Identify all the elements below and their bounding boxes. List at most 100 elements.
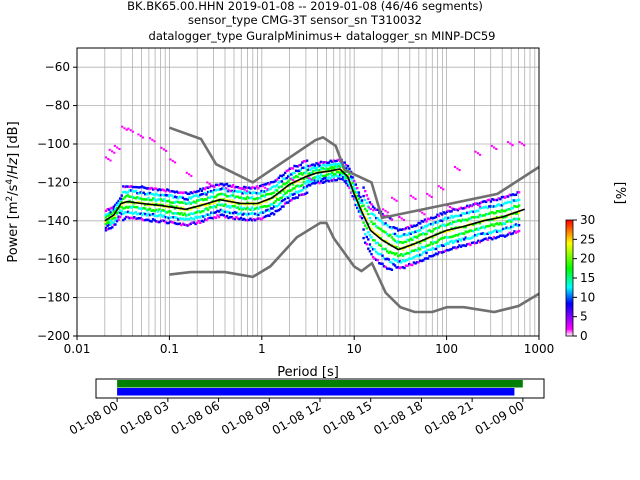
density-cell bbox=[246, 191, 249, 195]
density-cell bbox=[123, 211, 127, 214]
density-cell bbox=[133, 205, 136, 209]
density-cell bbox=[503, 222, 507, 226]
density-cell bbox=[156, 220, 160, 224]
density-cell bbox=[491, 230, 494, 234]
density-cell bbox=[244, 218, 247, 222]
density-cell bbox=[258, 197, 262, 200]
density-cell bbox=[488, 236, 491, 239]
density-cell bbox=[379, 244, 383, 247]
density-cell bbox=[397, 254, 400, 258]
density-cell bbox=[221, 183, 224, 186]
density-cell bbox=[261, 205, 265, 208]
density-cell bbox=[470, 210, 474, 213]
density-cell bbox=[111, 226, 114, 229]
density-cell bbox=[329, 159, 332, 162]
density-cell bbox=[192, 194, 196, 198]
density-cell bbox=[389, 260, 392, 264]
density-cell bbox=[159, 210, 163, 213]
density-cell bbox=[334, 179, 337, 182]
density-cell bbox=[181, 222, 185, 225]
density-outlier bbox=[289, 177, 292, 180]
density-outlier bbox=[188, 173, 191, 176]
density-cell bbox=[133, 185, 136, 189]
density-cell bbox=[224, 203, 227, 206]
density-cell bbox=[241, 213, 244, 216]
density-cell bbox=[477, 228, 480, 231]
density-cell bbox=[155, 199, 158, 202]
density-cell bbox=[285, 169, 288, 173]
density-cell bbox=[484, 225, 488, 228]
density-cell bbox=[450, 235, 453, 239]
density-cell bbox=[150, 199, 153, 202]
density-cell bbox=[221, 203, 224, 206]
density-cell bbox=[153, 214, 156, 217]
density-cell bbox=[404, 259, 408, 262]
density-cell bbox=[175, 200, 178, 203]
density-cell bbox=[514, 193, 518, 196]
density-cell bbox=[447, 236, 450, 239]
density-cell bbox=[483, 206, 486, 209]
density-cell bbox=[252, 191, 255, 194]
density-cell bbox=[173, 195, 177, 198]
density-cell bbox=[337, 175, 340, 178]
density-cell bbox=[408, 239, 411, 242]
density-cell bbox=[239, 196, 243, 199]
density-cell bbox=[484, 237, 488, 240]
density-cell bbox=[411, 225, 414, 228]
density-cell bbox=[483, 237, 486, 241]
density-cell bbox=[162, 214, 166, 217]
density-cell bbox=[115, 207, 119, 210]
density-cell bbox=[285, 191, 288, 194]
density-cell bbox=[461, 207, 464, 210]
density-cell bbox=[508, 200, 511, 204]
density-cell bbox=[151, 212, 155, 216]
density-cell bbox=[386, 257, 389, 260]
density-cell bbox=[433, 247, 436, 251]
density-cell bbox=[166, 211, 169, 214]
density-cell bbox=[145, 198, 149, 201]
density-cell bbox=[481, 200, 485, 203]
density-cell bbox=[222, 204, 225, 207]
colorbar-tick-label: 5 bbox=[580, 310, 588, 324]
density-cell bbox=[364, 233, 367, 236]
density-cell bbox=[332, 175, 335, 179]
density-cell bbox=[510, 225, 513, 229]
density-cell bbox=[348, 177, 351, 180]
density-cell bbox=[180, 211, 183, 215]
density-cell bbox=[137, 186, 141, 189]
density-cell bbox=[302, 160, 306, 163]
density-cell bbox=[156, 210, 160, 213]
density-cell bbox=[205, 193, 208, 196]
density-cell bbox=[517, 204, 521, 207]
density-cell bbox=[351, 181, 354, 185]
density-cell bbox=[236, 213, 240, 216]
density-cell bbox=[505, 195, 508, 198]
density-cell bbox=[112, 208, 116, 211]
density-cell bbox=[415, 236, 419, 239]
density-cell bbox=[415, 249, 419, 252]
density-cell bbox=[305, 185, 309, 188]
density-cell bbox=[338, 165, 342, 168]
density-cell bbox=[173, 212, 177, 215]
density-cell bbox=[162, 189, 166, 192]
density-cell bbox=[208, 216, 211, 220]
density-cell bbox=[175, 216, 178, 220]
density-cell bbox=[151, 193, 155, 196]
density-cell bbox=[272, 213, 276, 216]
density-cell bbox=[170, 205, 174, 208]
density-cell bbox=[445, 236, 449, 239]
density-cell bbox=[276, 183, 279, 187]
density-cell bbox=[401, 228, 405, 231]
density-cell bbox=[450, 222, 453, 226]
density-cell bbox=[219, 208, 222, 212]
density-cell bbox=[274, 195, 277, 199]
density-cell bbox=[500, 204, 504, 207]
density-cell bbox=[164, 193, 167, 197]
density-cell bbox=[499, 210, 502, 214]
density-cell bbox=[397, 266, 400, 269]
density-cell bbox=[247, 212, 251, 216]
timeline-tick-label: 01-08 06 bbox=[168, 398, 222, 437]
density-outlier bbox=[442, 188, 445, 191]
density-cell bbox=[199, 221, 202, 224]
density-cell bbox=[255, 197, 258, 200]
